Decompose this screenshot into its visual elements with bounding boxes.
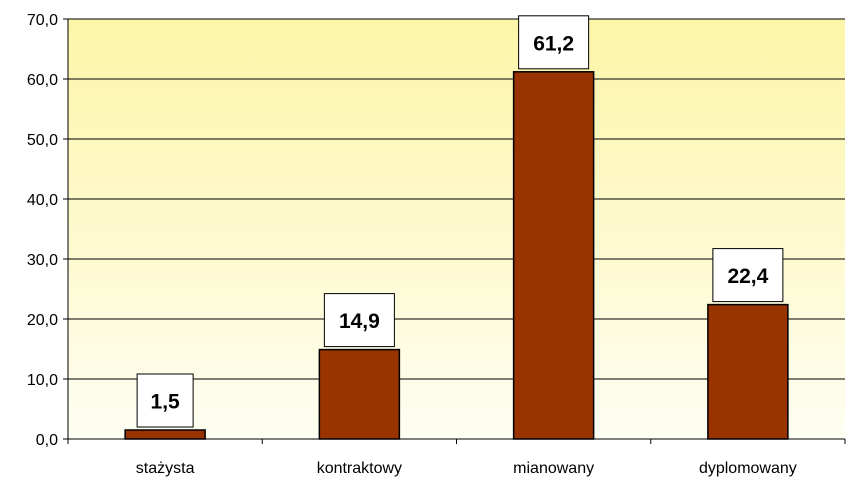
x-category-label: kontraktowy [317,460,402,477]
y-tick-label: 70,0 [27,12,58,29]
y-tick-label: 50,0 [27,132,58,149]
y-tick-label: 0,0 [36,432,58,449]
gridlines [68,18,845,380]
y-tick-label: 40,0 [27,192,58,209]
data-label-box [136,373,194,428]
data-labels: 1,5 14,9 61,2 22,4 [136,15,784,428]
data-label-box [712,248,784,303]
data-label: 14,9 [339,310,380,333]
y-tick-label: 20,0 [27,312,58,329]
x-category-label: stażysta [136,460,195,477]
data-label: 61,2 [533,32,574,55]
y-tick-label: 60,0 [27,72,58,89]
data-label-box [323,293,395,348]
x-category-label: dyplomowany [699,460,797,477]
tick-labels: 0,0 10,0 20,0 30,0 40,0 50,0 60,0 70,0 stażysta k… [27,12,797,477]
bar [318,348,401,440]
bar [124,429,206,440]
y-tick-label: 10,0 [27,372,58,389]
bar [512,71,595,440]
data-label: 22,4 [727,265,768,288]
bar [707,303,789,440]
data-label: 1,5 [151,391,181,414]
y-tick-label: 30,0 [27,252,58,269]
x-category-label: mianowany [513,460,594,477]
bars [124,71,789,440]
data-label-box [518,15,590,70]
